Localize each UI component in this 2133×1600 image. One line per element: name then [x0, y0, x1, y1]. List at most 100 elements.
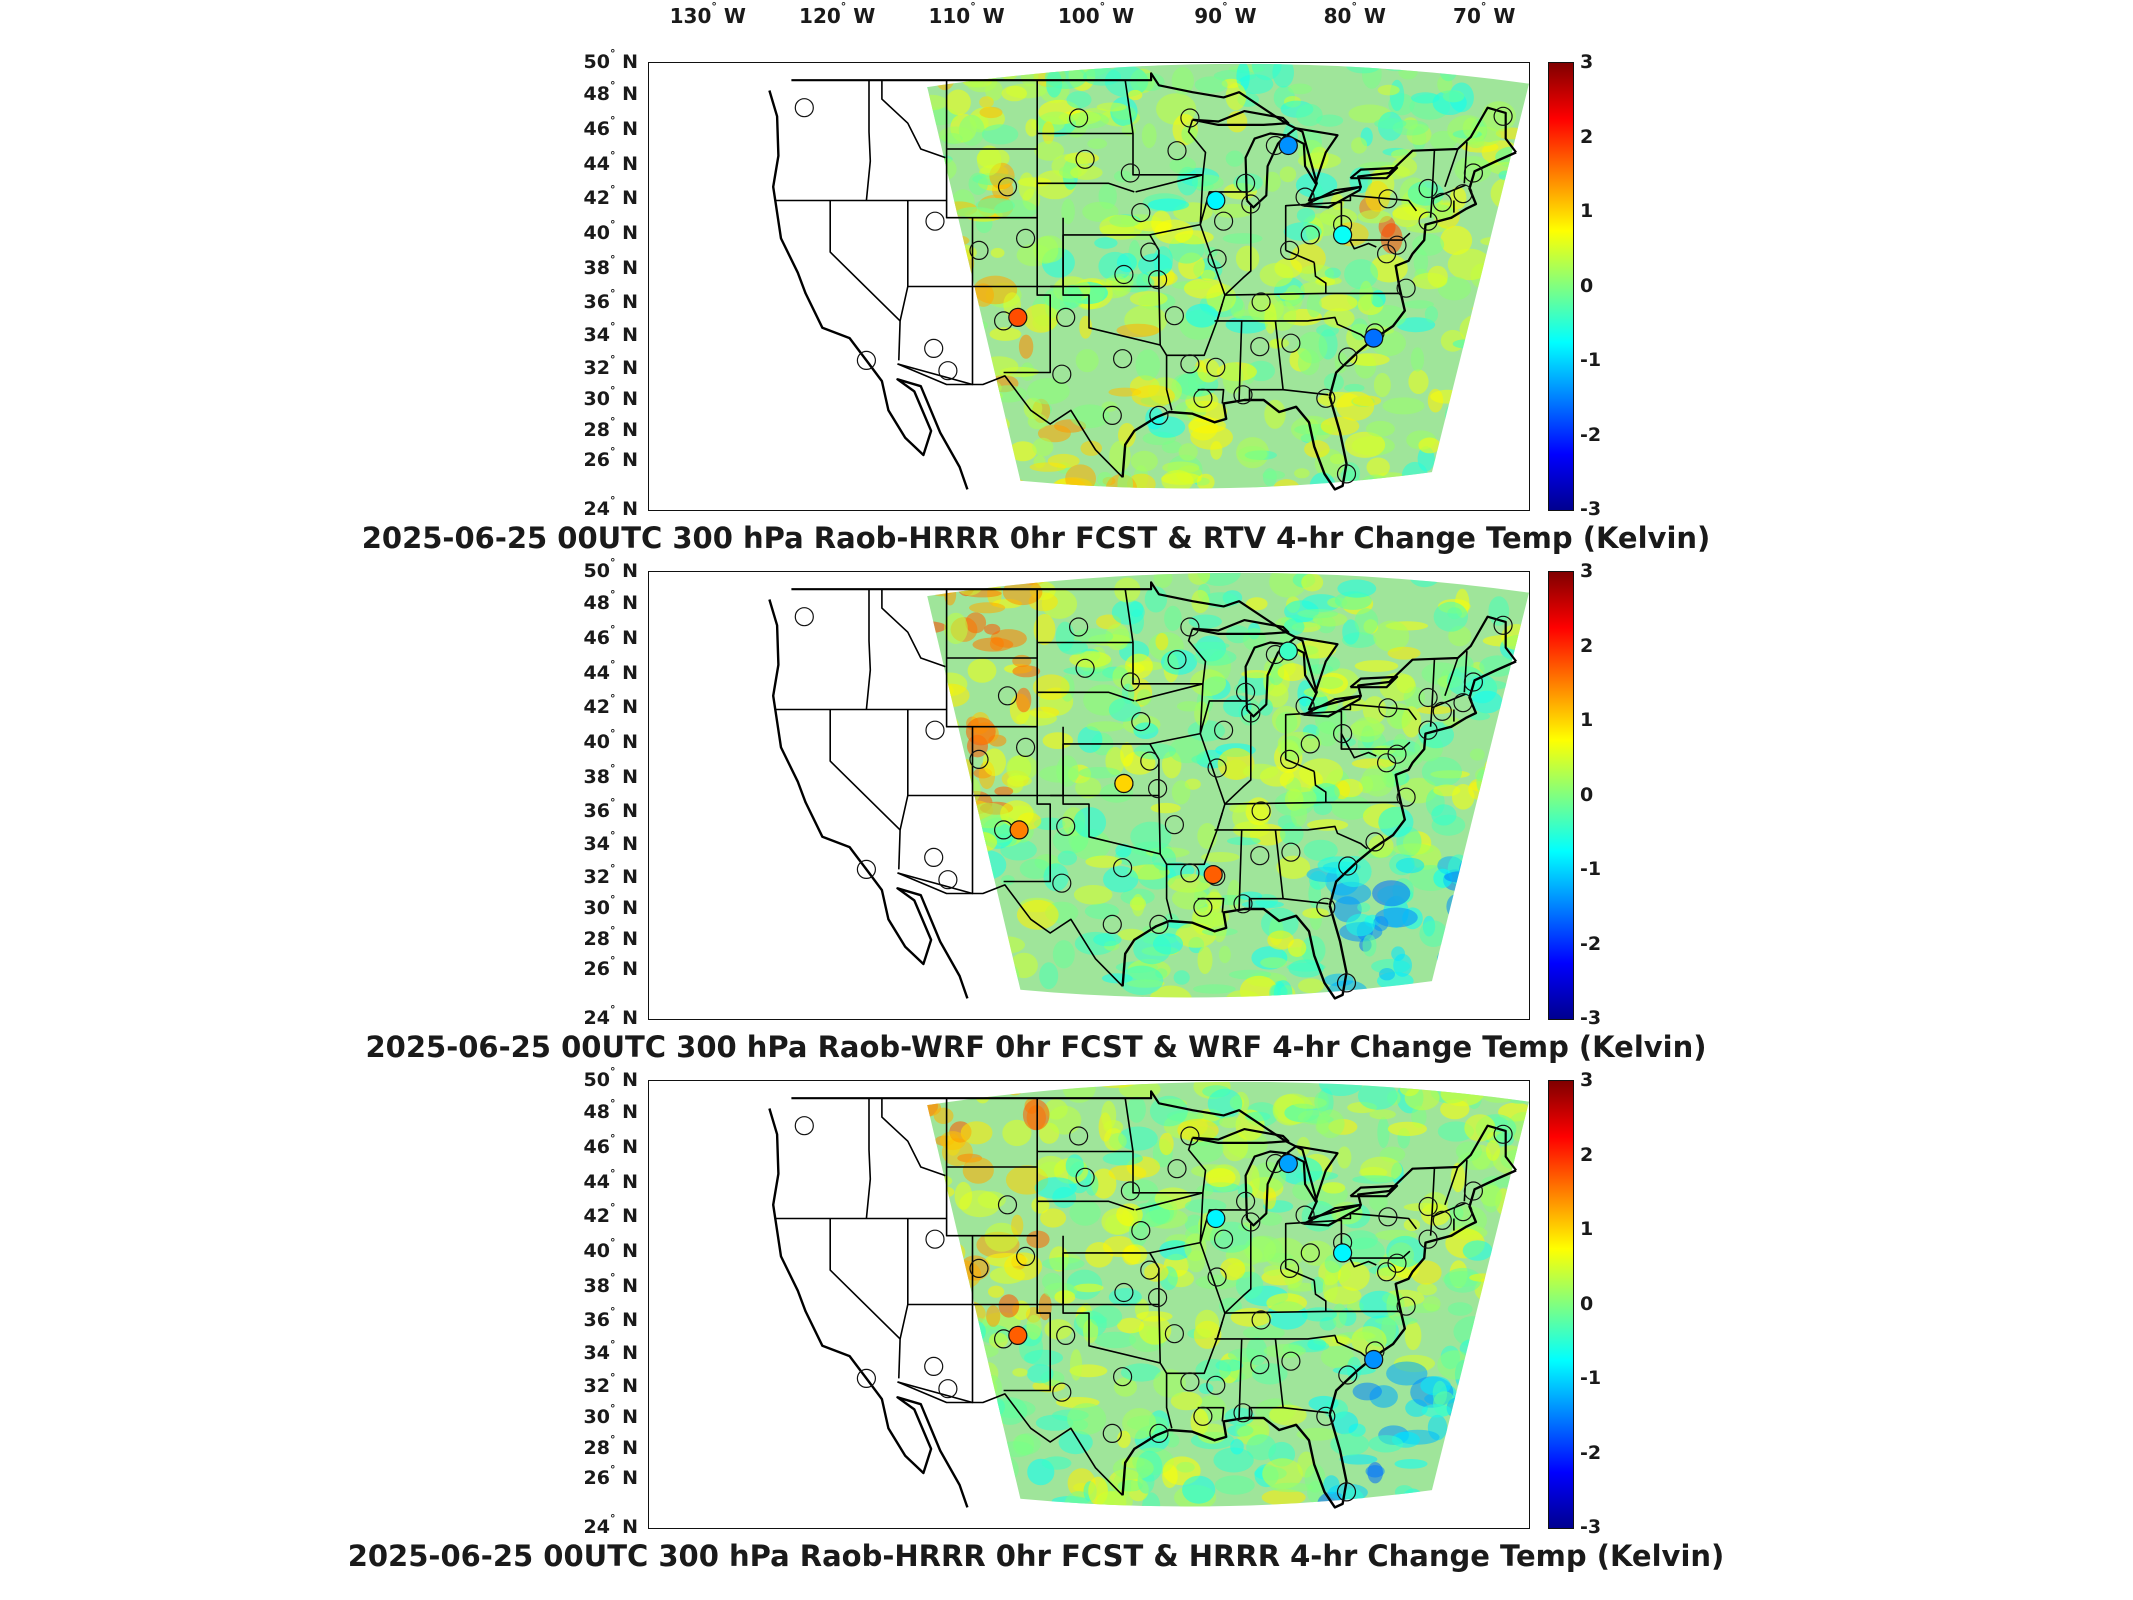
raob-station-marker	[1164, 1324, 1185, 1344]
raob-station-marker	[1396, 278, 1416, 298]
state-border	[881, 80, 946, 159]
state-border	[1248, 320, 1284, 402]
state-border	[1037, 691, 1135, 702]
raob-station-marker	[1167, 1159, 1187, 1179]
raob-station-value-marker	[1332, 225, 1353, 245]
raob-station-marker	[1387, 1253, 1407, 1273]
latitude-tick-label: 36° N	[583, 287, 638, 313]
raob-station-marker	[1251, 292, 1271, 312]
raob-station-marker	[1075, 658, 1095, 678]
state-border	[1429, 1166, 1436, 1236]
raob-station-marker	[1056, 307, 1076, 327]
raob-station-marker	[794, 1116, 814, 1136]
state-border	[865, 1098, 872, 1219]
colorbar-tick-label: -1	[1580, 858, 1602, 880]
raob-station-marker	[1418, 687, 1438, 708]
colorbar-tick-label: -1	[1580, 1367, 1602, 1389]
state-border	[1313, 1280, 1327, 1312]
longitude-tick-label: 110° W	[928, 0, 1005, 28]
state-border	[1135, 683, 1204, 702]
longitude-axis: 130° W 120° W 110° W 100° W 90° W 80° W 70° W	[0, 0, 2133, 34]
state-border	[1283, 897, 1329, 905]
raob-station-marker	[1052, 364, 1072, 384]
coastline	[768, 90, 969, 490]
raob-station-marker	[1235, 1191, 1256, 1211]
raob-station-marker	[1250, 846, 1270, 866]
state-border	[1224, 1310, 1401, 1314]
state-border	[1037, 182, 1135, 193]
latitude-tick-label: 34° N	[583, 1338, 638, 1364]
raob-station-marker	[1069, 108, 1089, 128]
lake-outline	[1303, 694, 1362, 718]
raob-station-value-marker	[1008, 307, 1028, 327]
raob-station-marker	[1279, 1258, 1300, 1278]
mexico-border	[897, 872, 1124, 987]
state-border	[1062, 1235, 1161, 1364]
raob-station-marker	[1131, 712, 1151, 732]
raob-station-marker	[1281, 333, 1301, 353]
raob-station-marker	[1114, 1282, 1134, 1303]
latitude-tick-label: 28° N	[583, 415, 638, 441]
raob-station-marker	[1206, 357, 1226, 377]
raob-station-marker	[1149, 1423, 1169, 1443]
state-border	[1124, 80, 1203, 176]
colorbar-tick-label: 1	[1580, 1218, 1594, 1240]
raob-station-marker	[1251, 1310, 1271, 1330]
raob-station-marker	[1148, 779, 1168, 799]
latitude-tick-label: 40° N	[583, 727, 638, 753]
raob-station-marker	[1207, 1267, 1227, 1287]
temperature-change-map	[648, 1080, 1530, 1529]
raob-station-marker	[1295, 696, 1315, 716]
raob-station-marker	[1180, 617, 1200, 637]
state-border	[1158, 286, 1224, 357]
raob-station-marker	[1113, 858, 1133, 878]
raob-station-marker	[1336, 1482, 1357, 1502]
lake-outline	[1192, 618, 1290, 636]
lake-outline	[1192, 1127, 1290, 1145]
latitude-tick-label: 24° N	[583, 1512, 638, 1538]
raob-station-marker	[1102, 405, 1122, 425]
mexico-border	[897, 363, 1124, 478]
colorbar-tick-label: -2	[1580, 1441, 1602, 1464]
colorbar-tick-label: 2	[1580, 125, 1594, 148]
raob-station-marker	[1213, 720, 1234, 740]
raob-station-value-marker	[1278, 1153, 1298, 1174]
raob-station-marker	[1493, 615, 1513, 635]
state-border	[1340, 732, 1377, 759]
panel-title: 2025-06-25 00UTC 300 hPa Raob-HRRR 0hr F…	[361, 521, 1711, 555]
raob-station-marker	[1453, 1202, 1473, 1222]
raob-station-marker	[856, 1368, 876, 1388]
colorbar-tick-label: -2	[1580, 423, 1602, 446]
raob-station-marker	[1016, 737, 1036, 757]
longitude-tick-label: 130° W	[669, 0, 746, 28]
raob-station-marker	[938, 1379, 958, 1399]
raob-station-marker	[1493, 1124, 1513, 1144]
state-border	[881, 589, 946, 668]
colorbar-tick-label: -2	[1580, 932, 1602, 955]
lake-outline	[1286, 636, 1339, 694]
raob-station-marker	[1250, 1355, 1270, 1375]
latitude-tick-label: 40° N	[583, 218, 638, 244]
raob-station-marker	[1432, 701, 1452, 721]
state-border	[1003, 589, 1052, 883]
state-border	[1431, 693, 1466, 709]
latitude-tick-label: 44° N	[583, 658, 638, 684]
raob-station-marker	[1148, 270, 1168, 290]
country-border	[791, 581, 1517, 711]
latitude-tick-label: 50° N	[583, 556, 638, 582]
raob-station-marker	[1140, 751, 1160, 771]
latitude-tick-label: 46° N	[583, 114, 638, 140]
lake-outline	[1303, 1203, 1362, 1227]
latitude-tick-label: 26° N	[583, 445, 638, 471]
raob-station-marker	[1213, 211, 1234, 231]
raob-station-marker	[1235, 682, 1256, 702]
raob-station-marker	[1300, 225, 1320, 245]
raob-station-marker	[924, 847, 944, 867]
state-border	[1341, 1212, 1418, 1230]
country-border	[791, 1090, 1517, 1220]
state-border	[898, 1304, 909, 1379]
state-border	[1248, 829, 1284, 911]
latitude-tick-label: 50° N	[583, 47, 638, 73]
latitude-tick-label: 46° N	[583, 1132, 638, 1158]
